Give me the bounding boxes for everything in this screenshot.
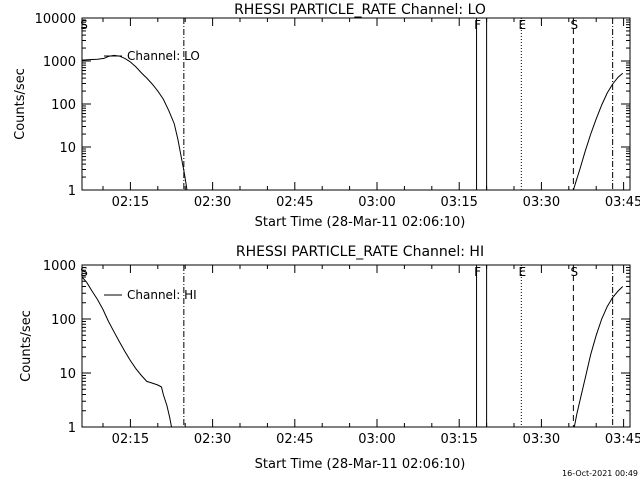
y-axis-label: Counts/sec xyxy=(19,310,34,382)
event-marker-label: S xyxy=(571,18,579,32)
y-tick-label: 100 xyxy=(51,313,76,328)
x-tick-label: 03:45 xyxy=(605,432,640,447)
x-tick-label: 03:30 xyxy=(523,432,560,447)
y-tick-label: 100 xyxy=(51,98,76,113)
chart-panel-2: RHESSI PARTICLE_RATE Channel: HI Start Ti… xyxy=(19,244,640,472)
y-tick-label: 1 xyxy=(68,184,76,199)
chart-title: RHESSI PARTICLE_RATE Channel: HI xyxy=(236,244,484,260)
y-tick-label: 1 xyxy=(68,421,76,436)
event-marker-label: F xyxy=(474,265,481,279)
y-axis-label: Counts/sec xyxy=(13,68,28,140)
x-axis-label: Start Time (28-Mar-11 02:06:10) xyxy=(255,215,466,230)
event-marker-label: E xyxy=(519,18,527,32)
x-tick-label: 02:30 xyxy=(194,432,231,447)
event-marker-label: F xyxy=(474,18,481,32)
chart-title: RHESSI PARTICLE_RATE Channel: LO xyxy=(234,2,486,18)
event-marker-label: S xyxy=(80,265,88,279)
x-tick-label: 02:45 xyxy=(276,195,313,210)
y-tick-label: 10 xyxy=(59,367,76,382)
chart-panels: RHESSI PARTICLE_RATE Channel: LO Start Ti… xyxy=(13,2,640,472)
y-tick-label: 10 xyxy=(59,141,76,156)
series-line-2 xyxy=(573,286,624,427)
x-tick-label: 03:15 xyxy=(440,432,477,447)
event-marker-label: E xyxy=(519,265,527,279)
legend-label: Channel: LO xyxy=(127,49,200,63)
chart-panel-1: RHESSI PARTICLE_RATE Channel: LO Start Ti… xyxy=(13,2,640,230)
footer-timestamp: 16-Oct-2021 00:49 xyxy=(562,469,638,478)
legend-label: Channel: HI xyxy=(127,288,197,302)
event-marker-label: S xyxy=(80,18,88,32)
x-tick-label: 02:30 xyxy=(194,195,231,210)
x-tick-label: 02:15 xyxy=(112,432,149,447)
y-tick-label: 1000 xyxy=(43,259,76,274)
y-tick-label: 10000 xyxy=(35,12,76,27)
plot-frame xyxy=(81,264,631,428)
event-marker-label: S xyxy=(571,265,579,279)
y-tick-label: 1000 xyxy=(43,55,76,70)
x-tick-label: 03:00 xyxy=(358,195,395,210)
x-tick-label: 02:45 xyxy=(276,432,313,447)
x-axis-label: Start Time (28-Mar-11 02:06:10) xyxy=(255,457,466,472)
x-tick-label: 03:30 xyxy=(523,195,560,210)
x-tick-label: 03:00 xyxy=(358,432,395,447)
series-line-2 xyxy=(572,72,624,190)
series-line-1 xyxy=(82,276,172,427)
x-tick-label: 02:15 xyxy=(112,195,149,210)
x-tick-label: 03:45 xyxy=(605,195,640,210)
x-tick-label: 03:15 xyxy=(440,195,477,210)
series-line-1 xyxy=(82,54,188,190)
